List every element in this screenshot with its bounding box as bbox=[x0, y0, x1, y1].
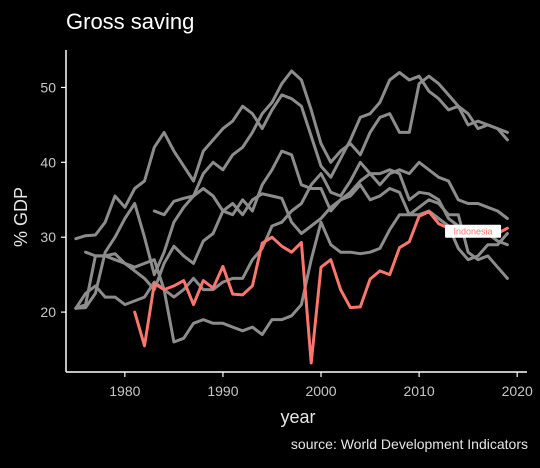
series-line-context bbox=[74, 168, 509, 310]
y-tick-label: 50 bbox=[40, 79, 56, 95]
x-tick-label: 2000 bbox=[305, 383, 336, 399]
y-axis-title: % GDP bbox=[11, 187, 31, 247]
x-ticks: 1980 1990 2000 2010 2020 bbox=[109, 372, 533, 399]
x-tick-label: 1980 bbox=[109, 383, 140, 399]
y-tick-label: 30 bbox=[40, 229, 56, 245]
x-axis-title: year bbox=[280, 407, 315, 427]
series-line-context bbox=[74, 149, 509, 310]
plot-area: Indonesia bbox=[74, 69, 509, 365]
source-caption: source: World Development Indicators bbox=[291, 436, 528, 452]
x-tick-label: 2010 bbox=[404, 383, 435, 399]
series-label-text: Indonesia bbox=[454, 226, 493, 236]
y-tick-label: 20 bbox=[40, 304, 56, 320]
series-line-context bbox=[74, 160, 509, 310]
y-ticks: 20 30 40 50 bbox=[40, 79, 66, 320]
x-tick-label: 2020 bbox=[502, 383, 533, 399]
series-line-context bbox=[84, 198, 509, 344]
chart-title: Gross saving bbox=[66, 9, 194, 34]
x-tick-label: 1990 bbox=[207, 383, 238, 399]
series-line-context bbox=[152, 69, 509, 217]
y-tick-label: 40 bbox=[40, 154, 56, 170]
series-label-box bbox=[445, 224, 502, 238]
series-line-context bbox=[74, 71, 509, 241]
